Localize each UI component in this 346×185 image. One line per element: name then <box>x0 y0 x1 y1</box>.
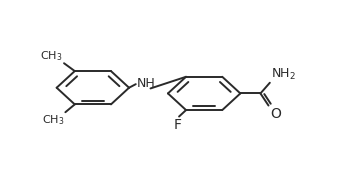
Text: F: F <box>174 118 182 132</box>
Text: CH$_3$: CH$_3$ <box>42 113 64 127</box>
Text: NH$_2$: NH$_2$ <box>271 66 296 82</box>
Text: NH: NH <box>136 77 155 90</box>
Text: O: O <box>271 107 282 121</box>
Text: CH$_3$: CH$_3$ <box>40 49 63 63</box>
